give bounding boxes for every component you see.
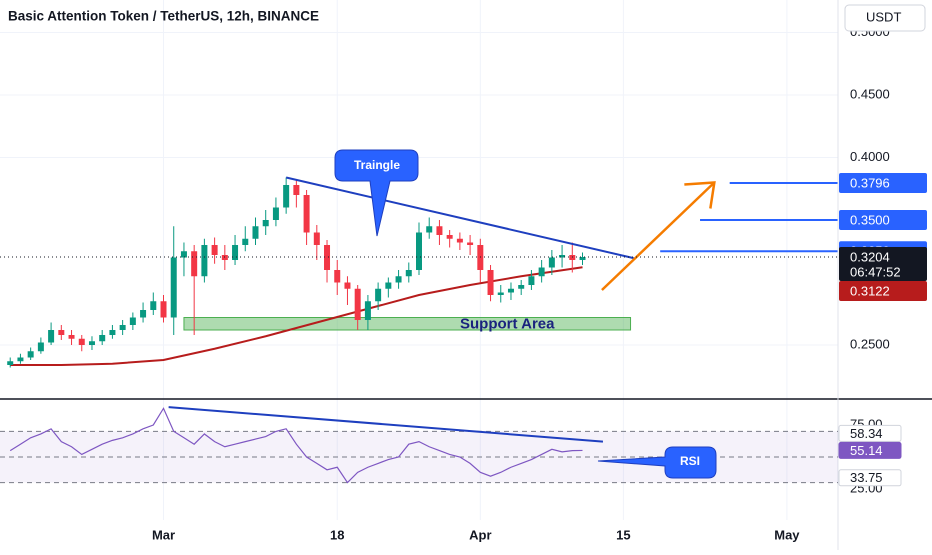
level-tag <box>839 173 927 193</box>
callout <box>334 149 419 237</box>
price-pane: Support Area <box>0 176 838 368</box>
candle-body <box>211 245 218 255</box>
currency-label[interactable]: USDT <box>866 9 901 24</box>
candle-body <box>262 220 269 227</box>
last-price-tag <box>839 247 927 281</box>
x-tick-label: Apr <box>469 527 491 542</box>
candle-body <box>507 288 514 293</box>
candle-body <box>548 257 555 268</box>
candle-body <box>109 330 116 335</box>
rsi-marker-tag <box>838 441 902 459</box>
support-zone <box>183 317 632 331</box>
candle-body <box>487 270 494 295</box>
currency-button[interactable] <box>844 4 926 32</box>
candle-body <box>579 257 586 260</box>
y-tick-label: 0.4500 <box>850 86 890 101</box>
candle-body <box>7 361 14 365</box>
candle-body <box>191 251 198 277</box>
ma-price-label: 0.3122 <box>850 283 890 298</box>
moving-average <box>10 266 583 366</box>
trendline <box>285 176 634 260</box>
level-label: 0.3500 <box>850 212 890 227</box>
candle-body <box>559 255 566 258</box>
candle-body <box>293 185 300 195</box>
candle-body <box>313 232 320 245</box>
candle-body <box>283 185 290 208</box>
candle-body <box>416 232 422 270</box>
candle-body <box>375 288 382 302</box>
candle-body <box>201 245 208 277</box>
candle-body <box>252 226 259 239</box>
candle-body <box>324 245 331 270</box>
candle-body <box>426 226 433 233</box>
y-tick-label: 0.4000 <box>850 149 890 164</box>
rsi-marker-label: 33.75 <box>850 470 883 485</box>
arrow-head <box>684 181 716 209</box>
countdown-label: 06:47:52 <box>850 264 901 279</box>
rsi-marker-label: 55.14 <box>850 443 883 458</box>
level-label: 0.3796 <box>850 175 890 190</box>
x-tick-label: May <box>774 527 800 542</box>
callout-label: Traingle <box>354 158 400 172</box>
candle-body <box>334 270 341 283</box>
candle-body <box>446 235 453 239</box>
candle-body <box>395 276 402 283</box>
x-tick-label: Mar <box>152 527 175 542</box>
candle-body <box>88 341 95 345</box>
rsi-trendline <box>168 406 604 443</box>
last-price-label: 0.3204 <box>850 249 890 264</box>
chart-title: Basic Attention Token / TetherUS, 12h, B… <box>8 9 319 24</box>
candle-body <box>272 207 279 220</box>
ma-price-tag <box>839 281 927 301</box>
candle-body <box>99 335 106 342</box>
candle-body <box>129 317 136 325</box>
candle-body <box>436 226 443 235</box>
candle-body <box>303 195 310 233</box>
candle-body <box>528 276 535 285</box>
candle-body <box>180 251 187 258</box>
support-label: Support Area <box>460 316 555 333</box>
rsi-marker-label: 58.34 <box>850 426 883 441</box>
candle-body <box>497 292 504 295</box>
candle-body <box>405 270 412 277</box>
candle-body <box>354 288 361 320</box>
callout-label: RSI <box>680 454 700 468</box>
candle-body <box>364 301 371 320</box>
candle-body <box>160 301 167 318</box>
rsi-marker-tag <box>838 469 902 487</box>
y-tick-label: 0.2500 <box>850 336 890 351</box>
candle-body <box>456 238 463 243</box>
level-tag <box>839 210 927 230</box>
candle-body <box>17 357 24 362</box>
target-arrow <box>601 181 716 291</box>
candle-body <box>467 242 474 245</box>
candle-body <box>344 282 351 289</box>
candle-body <box>68 335 75 339</box>
callout <box>597 446 717 479</box>
candle-body <box>48 330 55 343</box>
candle-body <box>37 342 44 352</box>
candle-body <box>242 238 249 245</box>
candle-body <box>518 285 525 289</box>
candle-body <box>538 267 545 277</box>
candle-body <box>58 330 65 335</box>
candle-body <box>119 325 126 330</box>
candle-body <box>232 245 239 260</box>
candle-body <box>140 310 147 318</box>
candle-body <box>385 282 392 289</box>
x-tick-label: 18 <box>330 527 344 542</box>
x-tick-label: 15 <box>616 527 630 542</box>
axes: Mar18Apr15May0.50000.45000.40000.25000.3… <box>152 24 927 542</box>
rsi-line <box>9 407 583 484</box>
candle-body <box>170 257 177 318</box>
candle-body <box>27 351 34 358</box>
rsi-marker-tag <box>838 424 902 442</box>
candle-body <box>78 338 85 345</box>
candle-body <box>150 301 157 310</box>
